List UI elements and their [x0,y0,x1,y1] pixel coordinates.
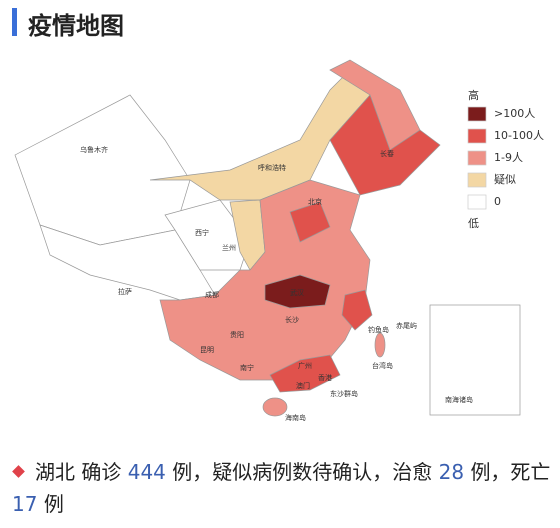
legend-label: 0 [494,195,501,208]
region [341,289,373,331]
map-label: 拉萨 [118,287,132,296]
map-label: 赤尾屿 [396,321,417,330]
header: 疫情地图 [0,0,560,44]
legend-label: 1-9人 [494,151,523,164]
map-label: 香港 [318,373,332,382]
accent-bar [12,8,17,36]
map-label: 贵阳 [230,330,244,339]
map-label: 兰州 [222,243,236,252]
bullet [12,465,25,478]
map-labels: 乌鲁木齐 西宁 兰州 呼和浩特 拉萨 成都 武汉 长沙 昆明 贵阳 南宁 广州 … [80,145,473,422]
map-label: 武汉 [290,288,304,297]
map-label: 海南岛 [285,413,306,422]
region [14,94,191,246]
text: 例，死亡 [470,460,551,484]
deaths: 17 [12,492,38,516]
text: 例 [43,492,64,516]
map-label: 乌鲁木齐 [80,145,108,154]
summary: 湖北 确诊 444 例，疑似病例数待确认，治愈 28 例，死亡 17 例 [12,456,552,520]
map-label: 南海诸岛 [445,395,473,404]
map-label: 台湾岛 [372,361,393,370]
inset-frame [429,304,521,416]
map-label: 北京 [308,197,322,206]
title: 疫情地图 [28,12,124,40]
legend-swatch [467,194,487,210]
map-label: 长春 [380,149,394,158]
map: 乌鲁木齐 西宁 兰州 呼和浩特 拉萨 成都 武汉 长沙 昆明 贵阳 南宁 广州 … [14,59,544,422]
region [329,94,441,196]
region: 湖北 [35,460,75,484]
region [269,354,341,393]
map-label: 东沙群岛 [330,389,358,398]
label: 确诊 [81,460,122,484]
map-label: 钓鱼岛 [368,325,389,334]
confirmed: 444 [127,460,166,484]
map-label: 长沙 [285,315,299,324]
region [262,397,288,417]
text: 例，疑似病例数待确认，治愈 [172,460,433,484]
region [264,274,331,309]
legend-swatch [467,106,487,122]
legend-label: 10-100人 [494,129,544,142]
legend-label: 疑似 [494,173,516,186]
legend-top: 高 [468,88,479,102]
legend-label: >100人 [494,107,535,120]
map-label: 成都 [205,290,219,299]
map-label: 南宁 [240,363,254,372]
region [289,201,331,243]
map-label: 澳门 [296,381,310,390]
legend-swatch [467,150,487,166]
map-label: 西宁 [195,228,209,237]
cured: 28 [438,460,465,484]
legend-swatch [467,172,487,188]
map-label: 广州 [298,361,312,370]
map-label: 呼和浩特 [258,163,286,172]
region [374,332,386,358]
map-label: 昆明 [200,346,214,354]
legend-swatch [467,128,487,144]
legend-bottom: 低 [468,217,479,230]
